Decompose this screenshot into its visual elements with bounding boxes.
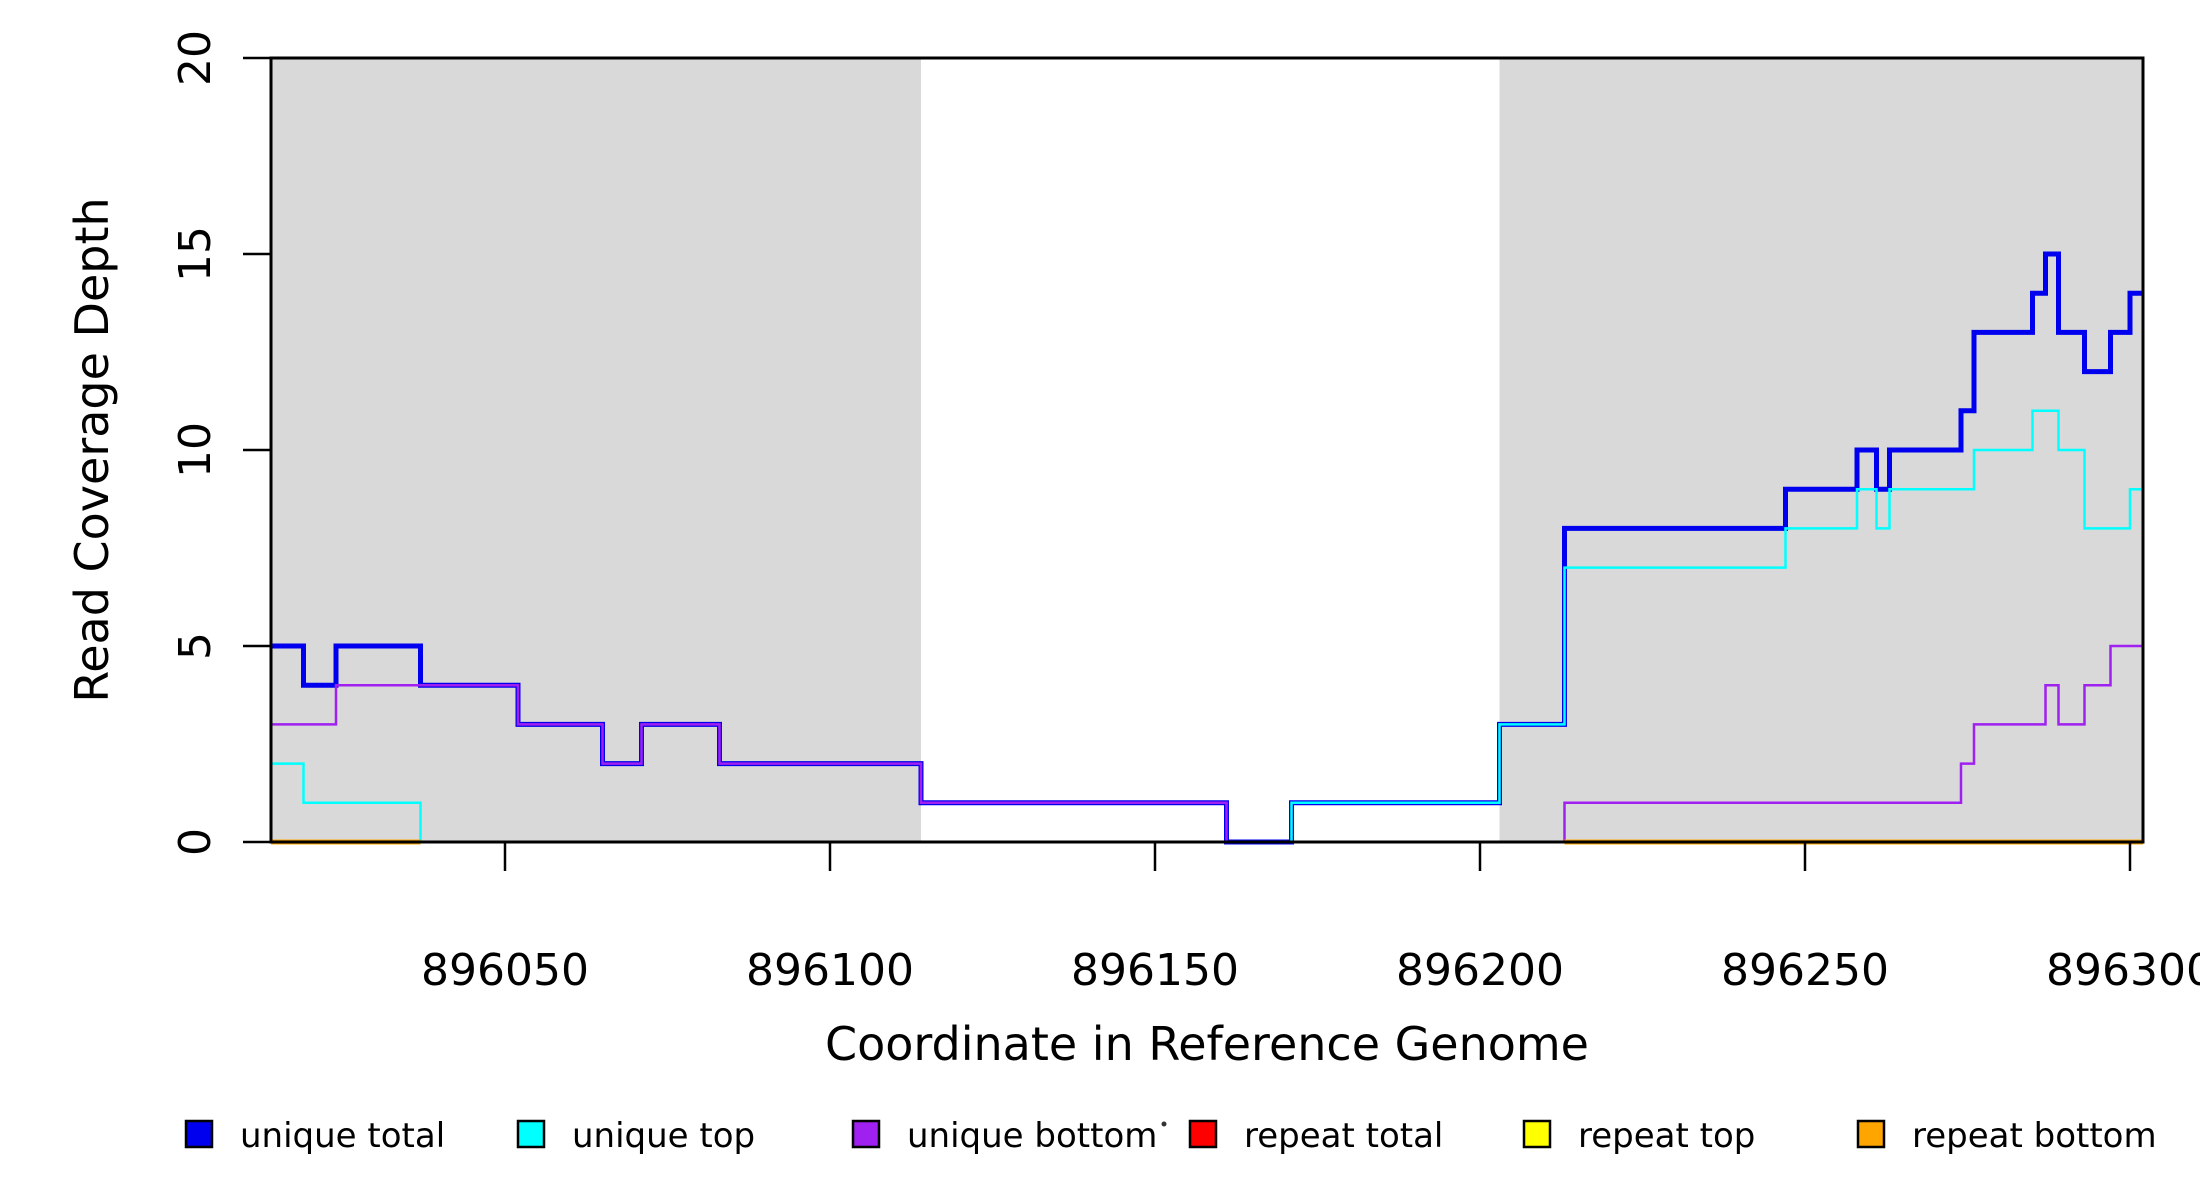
legend-swatch: [184, 1119, 214, 1149]
legend-item: repeat bottom: [1856, 1116, 2157, 1156]
x-tick-label: 896300: [2046, 945, 2200, 996]
legend-label: repeat bottom: [1912, 1116, 2157, 1156]
shaded-band: [271, 58, 921, 842]
y-tick-label: 5: [170, 632, 221, 660]
shaded-band: [1499, 58, 2143, 842]
legend-swatch: [1856, 1119, 1886, 1149]
legend-label: unique top: [572, 1116, 755, 1156]
legend-item: repeat total: [1188, 1116, 1443, 1156]
stray-dot-icon: [1161, 1121, 1167, 1127]
legend-item: unique total: [184, 1116, 445, 1156]
y-tick-label: 10: [170, 422, 221, 478]
legend-label: unique bottom: [907, 1116, 1157, 1156]
y-tick-label: 0: [170, 828, 221, 856]
x-axis-title: Coordinate in Reference Genome: [825, 1017, 1589, 1071]
shaded-bands: [271, 58, 2143, 842]
legend-swatch: [1188, 1119, 1218, 1149]
legend-item: unique top: [516, 1116, 755, 1156]
x-tick-label: 896100: [746, 945, 914, 996]
legend: unique total unique top unique bottom repea…: [184, 1116, 2157, 1156]
x-tick-label: 896050: [421, 945, 589, 996]
y-tick-label: 20: [170, 30, 221, 86]
legend-label: repeat top: [1578, 1116, 1755, 1156]
legend-item: repeat top: [1522, 1116, 1755, 1156]
axis-ticks: [243, 56, 2132, 871]
legend-item: unique bottom: [851, 1116, 1157, 1156]
y-axis-title: Read Coverage Depth: [65, 197, 119, 702]
axis-tick-labels: 0 5 10 15 20 896050 896100 896150 896200 896250 89…: [170, 30, 2200, 996]
legend-label: unique total: [240, 1116, 445, 1156]
x-tick-label: 896200: [1396, 945, 1564, 996]
legend-swatch: [1522, 1119, 1552, 1149]
x-tick-label: 896250: [1721, 945, 1889, 996]
legend-swatch: [516, 1119, 546, 1149]
legend-label: repeat total: [1244, 1116, 1443, 1156]
legend-swatch: [851, 1119, 881, 1149]
y-tick-label: 15: [170, 226, 221, 282]
x-tick-label: 896150: [1071, 945, 1239, 996]
